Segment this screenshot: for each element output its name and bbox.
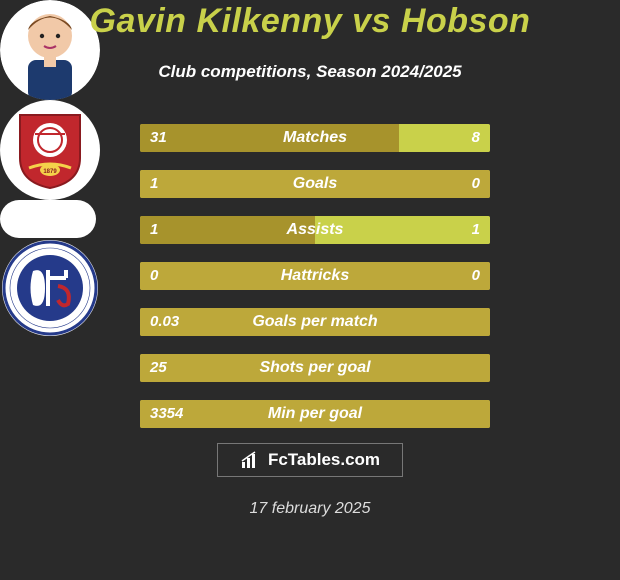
footer: FcTables.com bbox=[0, 443, 620, 477]
stat-row: 10Goals bbox=[140, 170, 490, 198]
page-title: Gavin Kilkenny vs Hobson bbox=[0, 2, 620, 41]
svg-text:1879: 1879 bbox=[43, 169, 57, 175]
stat-label: Min per goal bbox=[140, 400, 490, 428]
stat-row: 0.03Goals per match bbox=[140, 308, 490, 336]
stat-label: Goals per match bbox=[140, 308, 490, 336]
brand-icon bbox=[240, 450, 260, 470]
comparison-bars: 318Matches 10Goals 11Assists 00Hattricks 0.0… bbox=[140, 124, 490, 446]
player2-avatar-placeholder bbox=[0, 200, 96, 238]
stat-label: Hattricks bbox=[140, 262, 490, 290]
stat-label: Assists bbox=[140, 216, 490, 244]
stat-label: Goals bbox=[140, 170, 490, 198]
date-label: 17 february 2025 bbox=[0, 500, 620, 518]
stat-row: 25Shots per goal bbox=[140, 354, 490, 382]
comparison-card: Gavin Kilkenny vs Hobson Club competitio… bbox=[0, 0, 620, 580]
stat-row: 3354Min per goal bbox=[140, 400, 490, 428]
subtitle: Club competitions, Season 2024/2025 bbox=[0, 62, 620, 82]
club2-logo bbox=[0, 238, 100, 338]
brand-text: FcTables.com bbox=[268, 450, 380, 470]
stat-row: 00Hattricks bbox=[140, 262, 490, 290]
stat-label: Matches bbox=[140, 124, 490, 152]
club1-logo: 1879 bbox=[0, 100, 100, 200]
stat-label: Shots per goal bbox=[140, 354, 490, 382]
brand-box: FcTables.com bbox=[217, 443, 403, 477]
stat-row: 11Assists bbox=[140, 216, 490, 244]
stat-row: 318Matches bbox=[140, 124, 490, 152]
